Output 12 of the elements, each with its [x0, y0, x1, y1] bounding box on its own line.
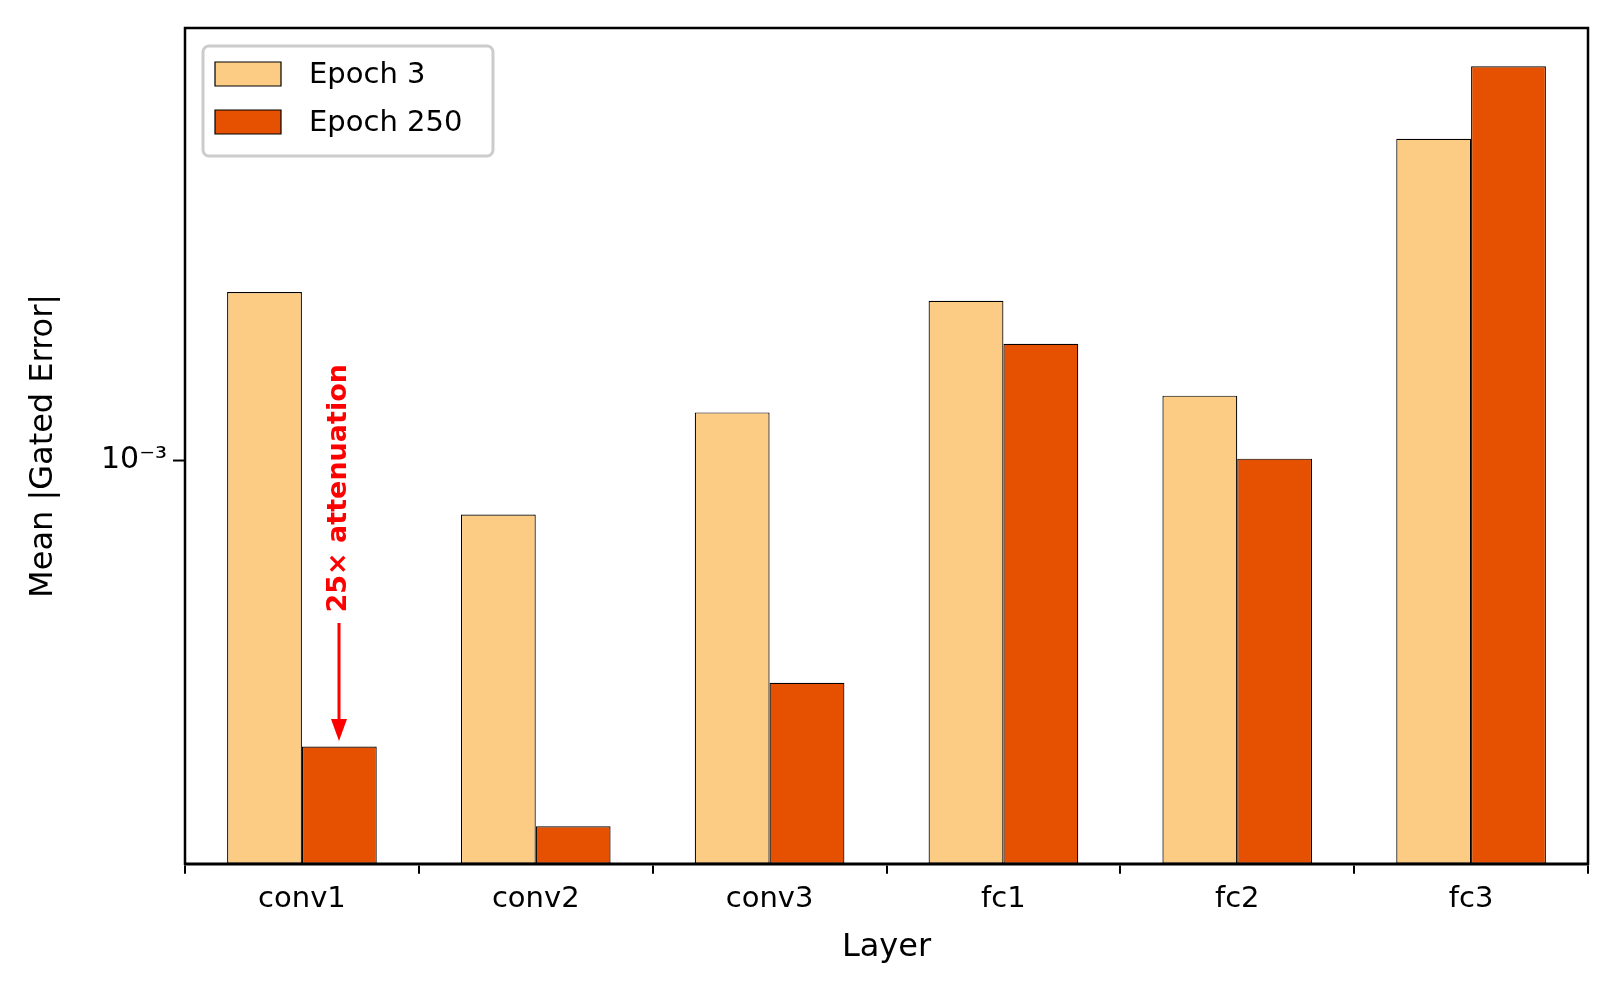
x-tick-label: conv2	[491, 879, 580, 914]
x-tick-label: fc3	[1448, 879, 1494, 914]
x-tick-label: fc2	[1214, 879, 1260, 914]
x-tick-label: conv1	[258, 879, 346, 914]
annotation: 25× attenuation	[321, 364, 353, 613]
x-axis-title: Layer	[841, 926, 932, 965]
legend-label: Epoch 250	[309, 103, 463, 138]
text: 10⁻³	[100, 440, 167, 476]
x-tick-label: conv3	[725, 879, 814, 914]
x-tick-label: fc1	[981, 879, 1026, 914]
y-axis-title: Mean |Gated Error|	[21, 293, 60, 598]
legend-label: Epoch 3	[309, 55, 426, 90]
